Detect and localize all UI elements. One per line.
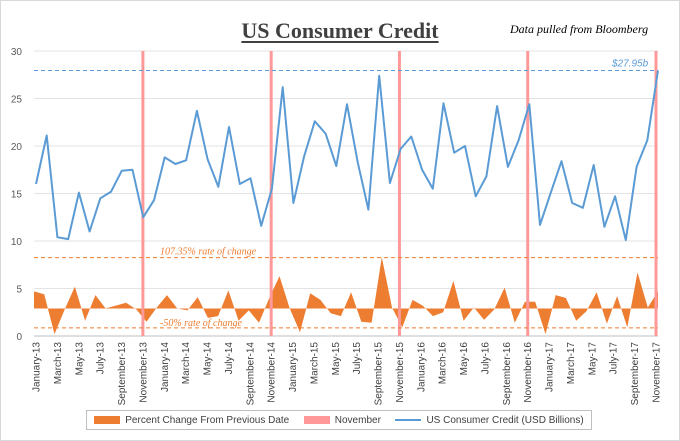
x-tick-label: March-17 [566,342,577,385]
y-tick-label: 10 [11,237,23,248]
legend-item-credit: US Consumer Credit (USD Billions) [395,414,584,426]
x-tick-label: September-15 [374,342,385,406]
x-tick-label: September-13 [117,342,128,406]
x-tick-label: September-16 [502,342,513,406]
lower-rate-label: -50% rate of change [160,318,242,329]
x-tick-label: July-17 [609,342,620,375]
x-tick-label: November-13 [138,342,149,403]
x-tick-label: March-13 [53,342,64,385]
x-tick-label: March-15 [309,342,320,385]
credit-series-line [35,70,659,242]
x-tick-label: January-13 [32,342,43,392]
november-bar [526,51,530,336]
y-tick-label: 20 [11,142,23,153]
y-tick-label: 30 [11,47,23,58]
data-source-note: Data pulled from Bloomberg [510,22,649,36]
chart-title-text: US Consumer Credit [241,18,439,43]
x-tick-label: November-16 [523,342,534,403]
y-tick-label: 25 [11,95,23,106]
y-axis-ticks: 0 5 10 15 20 25 30 [11,47,23,343]
y-tick-label: 0 [16,332,22,343]
legend-label-november: November [334,414,381,426]
x-tick-label: May-15 [331,342,342,376]
gridlines [34,50,658,337]
x-tick-label: March-16 [438,342,449,385]
legend: Percent Change From Previous Date Novemb… [86,410,592,430]
x-tick-label: November-15 [395,342,406,403]
x-tick-label: May-14 [203,342,214,376]
november-bar [141,51,145,336]
november-bar [397,51,401,336]
pct-change-series [34,257,658,335]
y-tick-label: 5 [16,285,22,296]
x-tick-label: July-13 [96,342,107,375]
chart-title: US Consumer Credit [0,18,680,44]
last-value-label: $27.95b [611,58,649,69]
annotation-labels: $27.95b 107.35% rate of change -50% rate… [160,58,649,328]
x-tick-label: July-16 [480,342,491,375]
legend-item-november: November [303,414,381,426]
x-tick-label: May-16 [459,342,470,376]
reference-lines [34,69,658,329]
x-tick-label: September-17 [630,342,641,406]
legend-label-credit: US Consumer Credit (USD Billions) [426,414,584,426]
x-tick-label: November-17 [652,342,663,403]
x-tick-label: September-14 [245,342,256,406]
x-tick-label: January-17 [545,342,556,392]
x-tick-label: January-16 [416,342,427,392]
x-tick-label: July-14 [224,342,235,375]
x-tick-label: May-13 [74,342,85,376]
legend-swatch-area [94,416,121,424]
legend-item-pct-change: Percent Change From Previous Date [94,415,289,426]
x-tick-label: November-14 [267,342,278,403]
y-tick-label: 15 [11,190,23,201]
x-tick-label: January-15 [288,342,299,392]
legend-swatch-line [395,419,422,421]
legend-swatch-november [303,416,330,424]
november-bar [654,51,658,336]
x-tick-label: March-14 [181,342,192,385]
x-tick-label: July-15 [352,342,363,375]
x-tick-label: May-17 [587,342,598,376]
legend-label-pct-change: Percent Change From Previous Date [125,414,290,426]
credit-line [35,70,659,242]
pct-change-area [34,257,658,335]
x-tick-label: January-14 [160,342,171,392]
x-axis-ticks: January-13 March-13 May-13 July-13 September… [32,342,663,406]
upper-rate-label: 107.35% rate of change [160,247,257,258]
